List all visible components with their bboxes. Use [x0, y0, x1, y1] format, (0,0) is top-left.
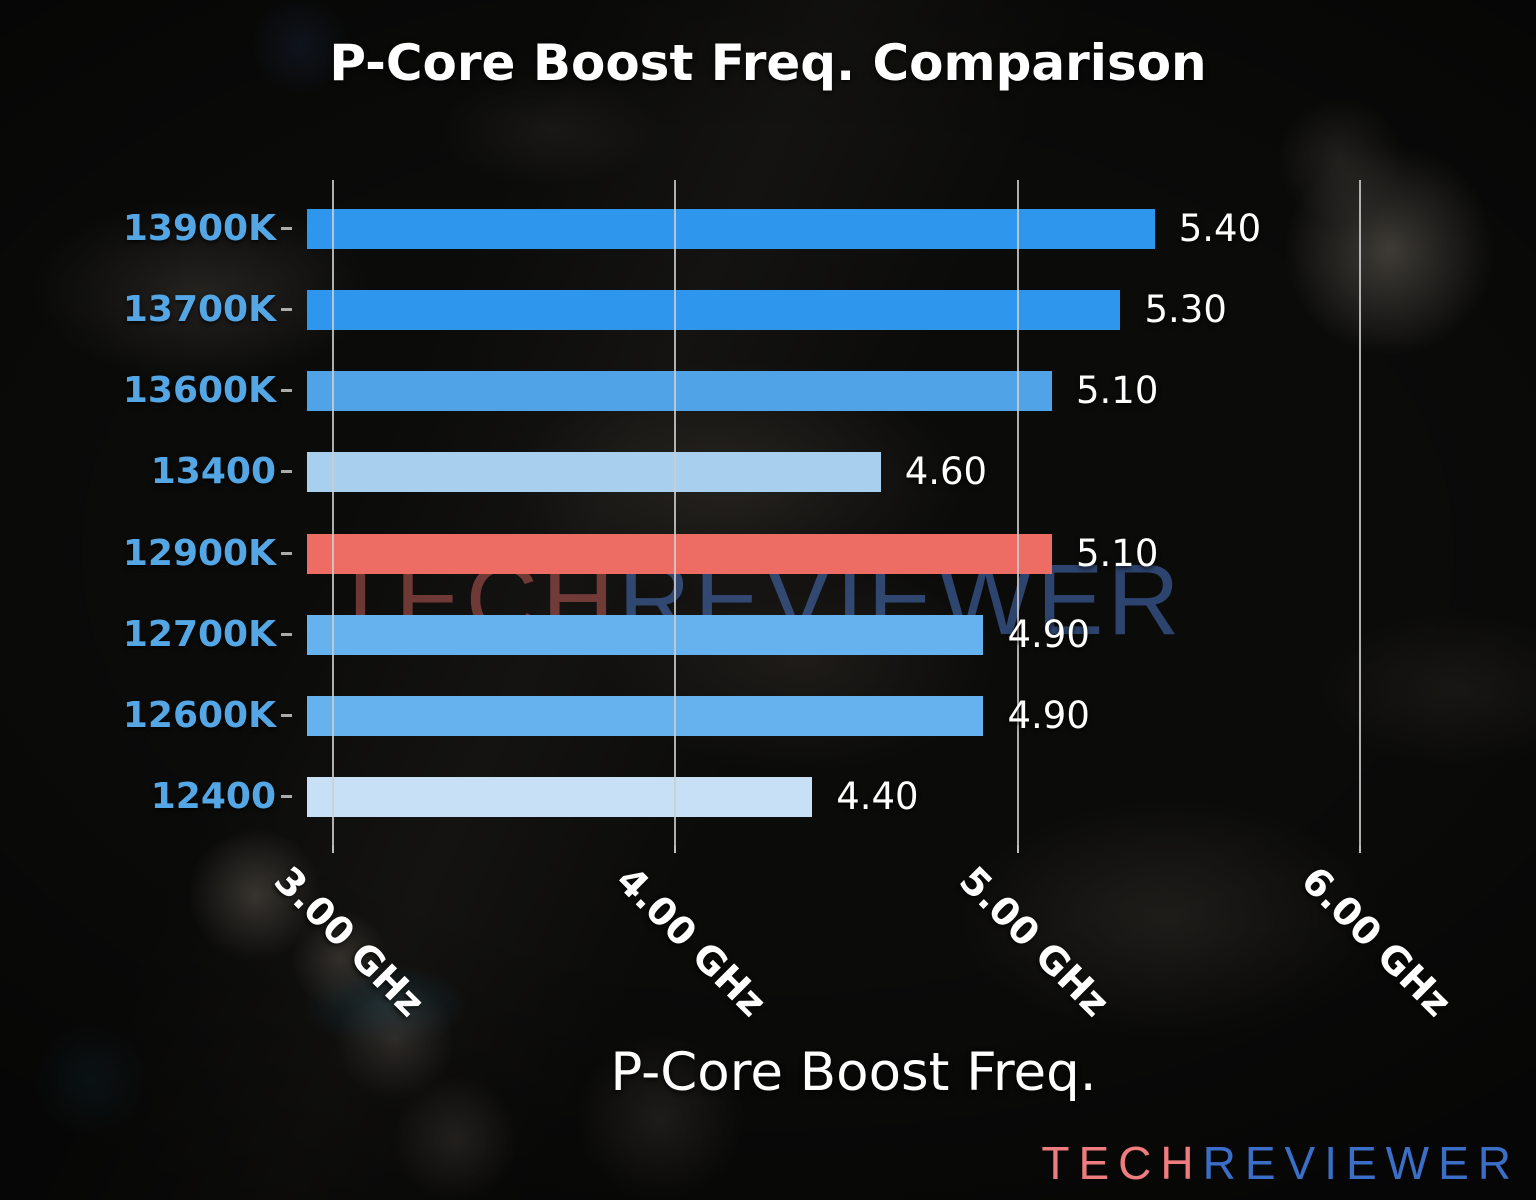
chart-title: P-Core Boost Freq. Comparison [329, 34, 1207, 92]
gridline-4ghz [674, 180, 677, 845]
category-label-12600k: 12600K [122, 694, 276, 736]
category-label-12900k: 12900K [122, 532, 276, 574]
category-label-13700k: 13700K [122, 289, 276, 331]
value-label-13600k: 5.10 [1075, 369, 1159, 413]
x-tick-mark-5ghz [1016, 845, 1019, 853]
bar-13600k [307, 371, 1052, 412]
y-tick-mark-13600k [281, 389, 292, 393]
category-label-13900k: 13900K [122, 208, 276, 249]
x-tick-mark-4ghz [674, 845, 677, 853]
brand-logo: TECHREVIEWER [1041, 1135, 1520, 1191]
x-axis-label: P-Core Boost Freq. [610, 1042, 1097, 1103]
bar-13900k [307, 209, 1155, 249]
value-label-12700k: 4.90 [1007, 612, 1090, 656]
value-label-13400: 4.60 [904, 450, 988, 494]
logo-tech: TECH [1041, 1137, 1203, 1189]
x-tick-mark-3ghz [331, 845, 334, 853]
category-label-13600k: 13600K [122, 370, 276, 412]
y-tick-mark-12400 [281, 795, 292, 799]
value-label-12400: 4.40 [836, 775, 919, 819]
category-label-13400: 13400 [150, 451, 276, 493]
category-label-12700k: 12700K [122, 613, 276, 655]
y-tick-mark-12600k [281, 713, 292, 717]
bar-13400 [307, 452, 881, 493]
bar-12700k [307, 614, 984, 655]
logo-reviewer: REVIEWER [1202, 1137, 1520, 1189]
category-label-12400: 12400 [150, 776, 276, 818]
value-label-13900k: 5.40 [1178, 207, 1262, 250]
gridline-3ghz [331, 180, 334, 845]
bar-12600k [307, 695, 984, 736]
y-tick-mark-13700k [281, 308, 292, 312]
bar-12400 [307, 777, 813, 818]
value-label-12900k: 5.10 [1075, 531, 1159, 575]
bar-12900k [307, 533, 1052, 574]
y-tick-mark-12700k [281, 632, 292, 636]
gridline-5ghz [1016, 180, 1019, 845]
x-tick-mark-6ghz [1359, 845, 1362, 853]
gridline-6ghz [1359, 180, 1362, 845]
y-tick-mark-13400 [281, 470, 292, 474]
value-label-12600k: 4.90 [1007, 693, 1090, 737]
bar-13700k [307, 290, 1121, 331]
y-tick-mark-12900k [281, 551, 292, 555]
value-label-13700k: 5.30 [1144, 288, 1227, 332]
y-tick-mark-13900k [281, 227, 292, 230]
